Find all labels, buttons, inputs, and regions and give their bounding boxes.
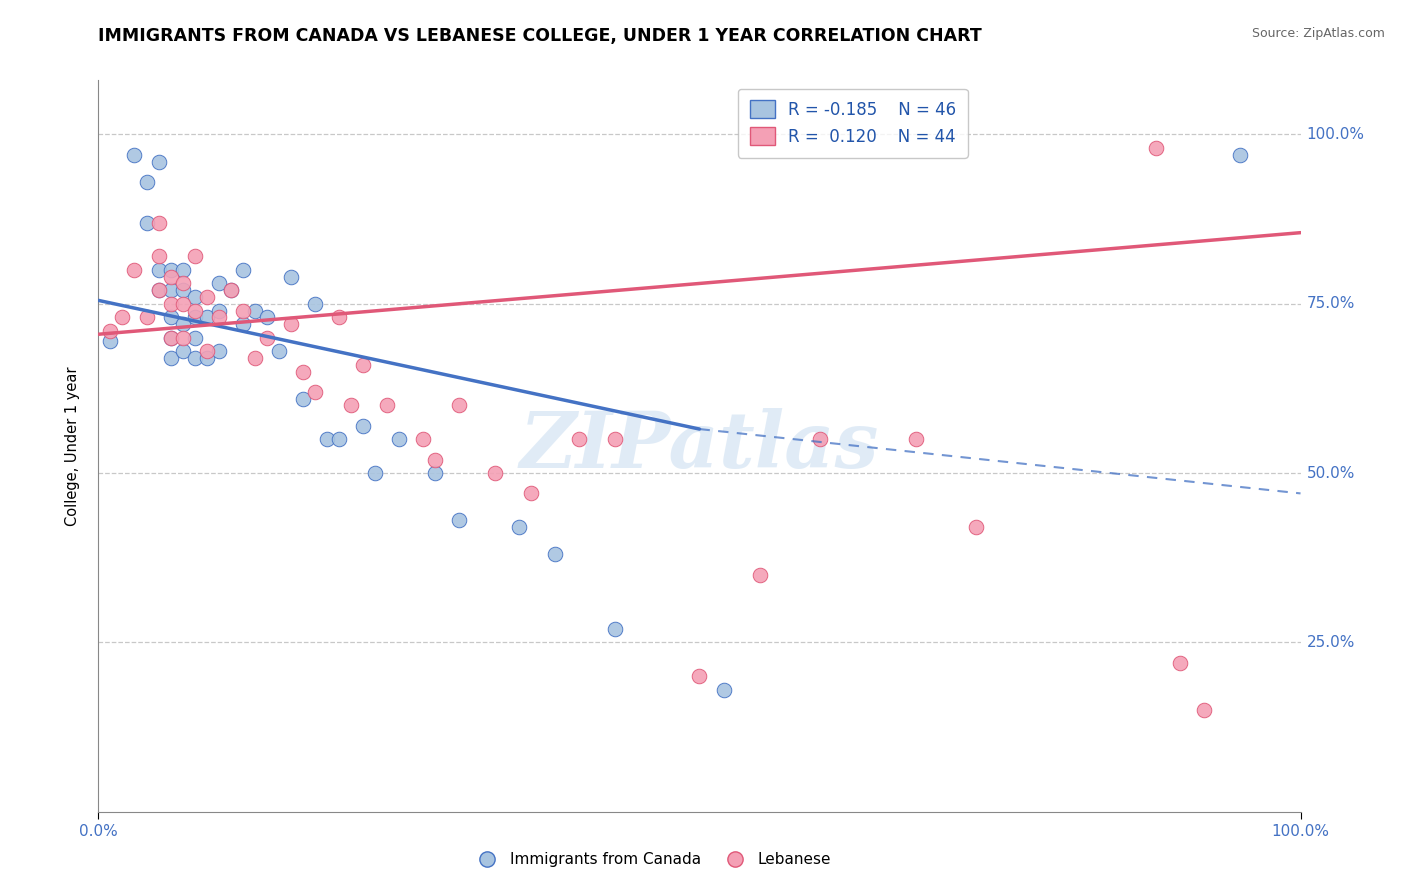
Point bbox=[315, 432, 337, 446]
Point bbox=[135, 310, 157, 325]
Point bbox=[423, 452, 446, 467]
Point bbox=[148, 283, 170, 297]
Point bbox=[243, 351, 266, 365]
Point bbox=[508, 520, 530, 534]
Point bbox=[544, 547, 567, 561]
Point bbox=[159, 263, 181, 277]
Point bbox=[195, 351, 218, 365]
Point bbox=[364, 466, 387, 480]
Point bbox=[183, 303, 205, 318]
Point bbox=[172, 331, 194, 345]
Point bbox=[208, 277, 231, 291]
Point bbox=[1194, 703, 1216, 717]
Point bbox=[148, 249, 170, 263]
Point bbox=[159, 331, 181, 345]
Point bbox=[159, 283, 181, 297]
Point bbox=[183, 310, 205, 325]
Point bbox=[328, 432, 350, 446]
Point bbox=[304, 297, 326, 311]
Point bbox=[195, 310, 218, 325]
Point bbox=[328, 310, 350, 325]
Point bbox=[1170, 656, 1192, 670]
Point bbox=[148, 154, 170, 169]
Point bbox=[291, 364, 314, 378]
Point bbox=[208, 303, 231, 318]
Point bbox=[352, 358, 374, 372]
Text: 25.0%: 25.0% bbox=[1306, 635, 1355, 650]
Point bbox=[1144, 141, 1167, 155]
Point bbox=[447, 398, 470, 412]
Point bbox=[208, 344, 231, 359]
Y-axis label: College, Under 1 year: College, Under 1 year bbox=[65, 367, 80, 525]
Point bbox=[965, 520, 987, 534]
Point bbox=[183, 351, 205, 365]
Point bbox=[172, 277, 194, 291]
Legend: Immigrants from Canada, Lebanese: Immigrants from Canada, Lebanese bbox=[465, 847, 837, 873]
Text: ZIPatlas: ZIPatlas bbox=[520, 408, 879, 484]
Text: 100.0%: 100.0% bbox=[1306, 127, 1365, 142]
Point bbox=[352, 418, 374, 433]
Point bbox=[256, 310, 278, 325]
Point bbox=[340, 398, 363, 412]
Point bbox=[291, 392, 314, 406]
Point bbox=[172, 317, 194, 331]
Point bbox=[713, 682, 735, 697]
Point bbox=[232, 303, 254, 318]
Point bbox=[605, 432, 627, 446]
Point bbox=[267, 344, 290, 359]
Point bbox=[124, 148, 146, 162]
Point bbox=[183, 331, 205, 345]
Point bbox=[208, 310, 231, 325]
Point bbox=[447, 514, 470, 528]
Point bbox=[148, 263, 170, 277]
Point bbox=[124, 263, 146, 277]
Point bbox=[808, 432, 831, 446]
Point bbox=[219, 283, 242, 297]
Point bbox=[388, 432, 411, 446]
Point bbox=[111, 310, 134, 325]
Point bbox=[412, 432, 434, 446]
Point bbox=[232, 317, 254, 331]
Point bbox=[135, 175, 157, 189]
Point bbox=[159, 310, 181, 325]
Point bbox=[520, 486, 543, 500]
Point bbox=[172, 297, 194, 311]
Point bbox=[100, 334, 122, 348]
Point bbox=[243, 303, 266, 318]
Point bbox=[280, 317, 302, 331]
Point bbox=[256, 331, 278, 345]
Point bbox=[219, 283, 242, 297]
Point bbox=[195, 344, 218, 359]
Point bbox=[172, 344, 194, 359]
Point bbox=[232, 263, 254, 277]
Point bbox=[148, 215, 170, 229]
Point bbox=[904, 432, 927, 446]
Point bbox=[423, 466, 446, 480]
Point bbox=[304, 384, 326, 399]
Text: 50.0%: 50.0% bbox=[1306, 466, 1355, 481]
Point bbox=[159, 351, 181, 365]
Point bbox=[748, 567, 770, 582]
Point bbox=[375, 398, 398, 412]
Point bbox=[159, 269, 181, 284]
Point bbox=[100, 324, 122, 338]
Point bbox=[148, 283, 170, 297]
Text: IMMIGRANTS FROM CANADA VS LEBANESE COLLEGE, UNDER 1 YEAR CORRELATION CHART: IMMIGRANTS FROM CANADA VS LEBANESE COLLE… bbox=[98, 27, 983, 45]
Point bbox=[605, 622, 627, 636]
Point bbox=[568, 432, 591, 446]
Point bbox=[1229, 148, 1251, 162]
Point bbox=[183, 249, 205, 263]
Point bbox=[195, 290, 218, 304]
Text: 75.0%: 75.0% bbox=[1306, 296, 1355, 311]
Point bbox=[172, 263, 194, 277]
Point bbox=[135, 215, 157, 229]
Point bbox=[280, 269, 302, 284]
Point bbox=[172, 283, 194, 297]
Point bbox=[159, 297, 181, 311]
Point bbox=[688, 669, 710, 683]
Text: Source: ZipAtlas.com: Source: ZipAtlas.com bbox=[1251, 27, 1385, 40]
Point bbox=[484, 466, 506, 480]
Point bbox=[183, 290, 205, 304]
Point bbox=[159, 331, 181, 345]
